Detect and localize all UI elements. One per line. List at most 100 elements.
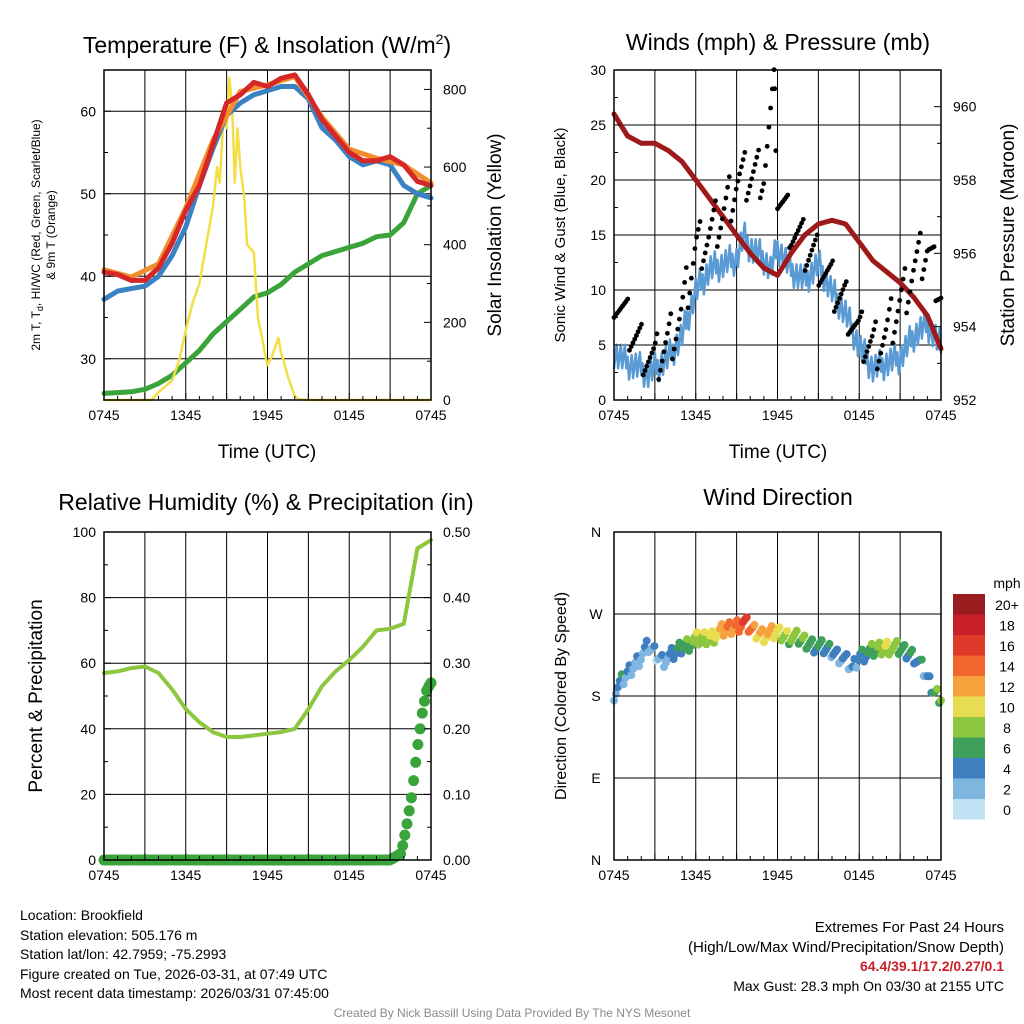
gust-point [728, 218, 734, 224]
x-tick-label: 0145 [844, 867, 875, 883]
legend-swatch [953, 676, 985, 697]
series-line-solar-insolation-yellow- [102, 76, 433, 402]
gust-point [880, 342, 885, 348]
direction-point [792, 626, 801, 635]
gust-point [683, 265, 689, 270]
direction-gridlines [614, 532, 941, 860]
gust-point [835, 300, 841, 306]
gust-point [675, 326, 681, 332]
station-pressure-line [611, 111, 944, 352]
x-tick-label: 0745 [598, 867, 629, 883]
gust-point [899, 287, 904, 293]
max-gust-text: Max Gust: 28.3 mph On 03/30 at 2155 UTC [733, 977, 1004, 994]
legend-label: 10 [999, 700, 1015, 716]
wind-y-label: Sonic Wind & Gust (Blue, Black) [552, 127, 569, 342]
gust-point [713, 198, 718, 204]
gust-point [742, 150, 748, 155]
gust-point [733, 186, 739, 192]
direction-point [908, 645, 917, 654]
gust-point [914, 249, 920, 255]
gust-point [635, 329, 641, 335]
gust-point [639, 321, 644, 327]
x-tick-label: 0745 [415, 867, 446, 883]
gust-point [708, 226, 713, 231]
direction-tick-label: W [589, 606, 603, 622]
extremes-title: Extremes For Past 24 Hours [814, 919, 1004, 936]
gust-point [766, 124, 772, 130]
y-tick-label: 60 [80, 655, 96, 671]
gust-point [757, 195, 763, 201]
legend-swatch [953, 737, 985, 758]
legend-label: 2 [1003, 782, 1011, 798]
direction-y-ticks: N E S W N [589, 524, 621, 868]
y-tick-label: 5 [598, 337, 606, 353]
legend-swatch [953, 594, 985, 615]
direction-point [900, 641, 909, 649]
gust-point [888, 296, 894, 301]
direction-point [917, 655, 926, 664]
extremes-info: Extremes For Past 24 Hours (High/Low/Max… [688, 918, 1004, 996]
x-tick-label: 0745 [598, 407, 629, 423]
direction-point [658, 651, 667, 659]
gust-point [718, 225, 724, 231]
gust-point [794, 231, 799, 237]
legend-label: 4 [1003, 761, 1011, 777]
gust-point [665, 330, 670, 336]
location-text: Location: Brookfield [20, 907, 143, 923]
gust-point [747, 183, 753, 189]
gust-point [744, 197, 749, 203]
gust-point [916, 239, 921, 245]
y2-tick-label: 0.20 [443, 721, 470, 737]
direction-point [833, 645, 842, 654]
gust-point [811, 242, 816, 248]
gust-point [716, 234, 722, 240]
gust-point [720, 216, 725, 222]
direction-series [610, 613, 945, 707]
gust-point [797, 224, 803, 230]
direction-tick-label: N [591, 524, 601, 540]
legend-label: 0 [1003, 802, 1011, 818]
x-tick-label: 0145 [334, 407, 365, 423]
y-tick-label: 60 [80, 103, 96, 119]
gust-point [625, 296, 631, 302]
gust-point [837, 296, 842, 301]
x-tick-label: 1945 [252, 867, 283, 883]
x-tick-label: 0145 [844, 407, 875, 423]
gust-point [814, 232, 820, 238]
y2-tick-label: 0.00 [443, 852, 470, 868]
gust-point [751, 169, 756, 175]
gust-point [632, 336, 638, 342]
legend-label: 20+ [995, 597, 1019, 613]
direction-point [692, 628, 701, 637]
precipitation-y-ticks: 0.00 0.10 0.20 0.30 0.40 0.50 [424, 524, 470, 868]
legend-label: 8 [1003, 720, 1011, 736]
gust-point [868, 339, 873, 344]
direction-point [852, 663, 861, 672]
gust-point [857, 314, 863, 320]
temperature-y-ticks: 30 40 50 60 [80, 103, 111, 367]
humidity-x-ticks: 0745 1345 1945 0145 0745 [88, 853, 447, 883]
direction-point [892, 637, 901, 645]
gust-point [790, 239, 796, 245]
y-tick-label: 0 [88, 852, 96, 868]
recent-data-text: Most recent data timestamp: 2026/03/31 0… [20, 985, 329, 1001]
gust-point [892, 329, 897, 335]
gust-point [761, 181, 767, 187]
x-tick-label: 0745 [925, 867, 956, 883]
gust-point [831, 309, 837, 314]
legend-swatch [953, 758, 985, 779]
gust-point [649, 350, 655, 356]
y2-tick-label: 960 [953, 99, 977, 115]
max-gust-point [772, 86, 778, 92]
x-tick-label: 0745 [415, 407, 446, 423]
winds-title: Winds (mph) & Pressure (mb) [626, 29, 930, 55]
gust-point [923, 257, 928, 263]
gust-point [699, 266, 705, 271]
y-tick-label: 20 [590, 172, 606, 188]
precipitation-point [410, 756, 422, 768]
gust-point [754, 154, 760, 160]
y-tick-label: 20 [80, 786, 96, 802]
precipitation-point [399, 829, 411, 841]
x-tick-label: 1345 [680, 407, 711, 423]
